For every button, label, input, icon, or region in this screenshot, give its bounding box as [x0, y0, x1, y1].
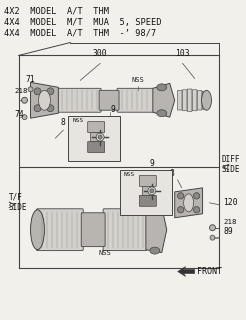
Circle shape	[178, 193, 184, 199]
Text: 8: 8	[61, 118, 66, 127]
Circle shape	[47, 88, 54, 95]
FancyBboxPatch shape	[202, 91, 207, 109]
Circle shape	[22, 97, 28, 103]
Text: NSS: NSS	[124, 172, 135, 177]
Polygon shape	[146, 207, 167, 252]
Text: 71: 71	[26, 75, 35, 84]
Text: 4X4  MODEL  M/T  MUA  5, SPEED: 4X4 MODEL M/T MUA 5, SPEED	[4, 18, 161, 27]
Ellipse shape	[157, 84, 167, 91]
Circle shape	[150, 189, 154, 193]
Text: 300: 300	[93, 50, 108, 59]
Circle shape	[96, 133, 104, 141]
FancyBboxPatch shape	[99, 90, 119, 110]
Circle shape	[47, 105, 54, 112]
FancyBboxPatch shape	[36, 209, 83, 251]
FancyBboxPatch shape	[142, 186, 153, 195]
Ellipse shape	[150, 205, 160, 212]
Text: 8: 8	[169, 169, 174, 178]
Circle shape	[34, 105, 41, 112]
Text: 9: 9	[149, 159, 154, 168]
Text: NSS: NSS	[132, 77, 144, 83]
Circle shape	[193, 207, 200, 213]
Text: SIDE: SIDE	[221, 165, 240, 174]
Polygon shape	[175, 188, 202, 218]
Text: 4X2  MODEL  A/T  THM: 4X2 MODEL A/T THM	[4, 7, 109, 16]
Ellipse shape	[157, 110, 167, 117]
Polygon shape	[153, 83, 175, 117]
Circle shape	[28, 87, 33, 92]
Text: NSS: NSS	[99, 250, 111, 256]
Circle shape	[178, 207, 184, 213]
Circle shape	[193, 193, 200, 199]
FancyBboxPatch shape	[182, 90, 187, 111]
Text: NSS: NSS	[72, 118, 84, 123]
Ellipse shape	[150, 247, 160, 254]
FancyBboxPatch shape	[103, 209, 147, 251]
FancyBboxPatch shape	[197, 91, 202, 110]
Circle shape	[148, 187, 156, 195]
FancyBboxPatch shape	[88, 122, 105, 132]
Text: 120: 120	[223, 198, 238, 207]
FancyBboxPatch shape	[88, 141, 105, 153]
FancyBboxPatch shape	[177, 91, 182, 110]
FancyBboxPatch shape	[192, 90, 197, 111]
Text: T/F: T/F	[9, 193, 23, 202]
FancyBboxPatch shape	[139, 175, 156, 186]
FancyBboxPatch shape	[187, 89, 192, 111]
Text: 218: 218	[15, 88, 28, 94]
Polygon shape	[31, 82, 58, 118]
FancyBboxPatch shape	[57, 88, 101, 112]
Polygon shape	[178, 267, 195, 276]
Text: SIDE: SIDE	[9, 203, 27, 212]
Circle shape	[34, 88, 41, 95]
Circle shape	[22, 115, 27, 120]
Text: 4X4  MODEL  A/T  THM  -’ 98/7: 4X4 MODEL A/T THM -’ 98/7	[4, 28, 156, 37]
Text: 9: 9	[111, 105, 115, 114]
FancyBboxPatch shape	[68, 116, 120, 161]
Text: 218: 218	[223, 219, 237, 225]
Circle shape	[210, 225, 215, 231]
Text: FRONT: FRONT	[197, 268, 222, 276]
Ellipse shape	[31, 210, 45, 250]
FancyBboxPatch shape	[81, 213, 105, 247]
Text: 89: 89	[223, 227, 233, 236]
Ellipse shape	[184, 194, 194, 212]
Ellipse shape	[38, 90, 50, 110]
Circle shape	[210, 235, 215, 240]
Ellipse shape	[201, 90, 212, 110]
Text: 74: 74	[15, 110, 24, 119]
Text: 103: 103	[175, 50, 190, 59]
Text: DIFF: DIFF	[221, 155, 240, 164]
FancyBboxPatch shape	[91, 132, 102, 141]
FancyBboxPatch shape	[139, 195, 156, 206]
Circle shape	[98, 135, 102, 139]
FancyBboxPatch shape	[117, 88, 154, 112]
FancyBboxPatch shape	[120, 170, 172, 215]
